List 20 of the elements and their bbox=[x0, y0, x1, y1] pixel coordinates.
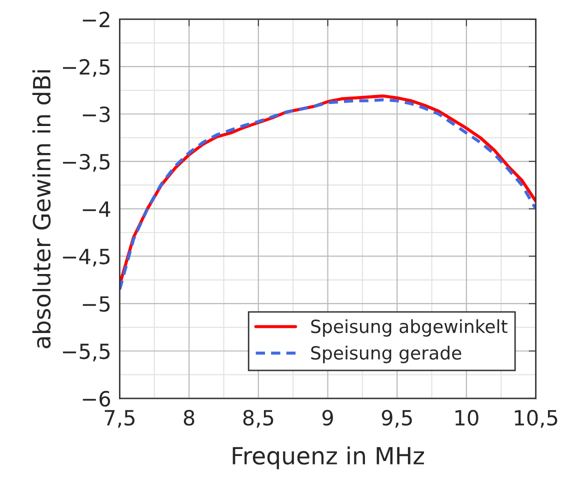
legend-label: Speisung abgewinkelt bbox=[311, 319, 508, 337]
y-tick-label: −2 bbox=[82, 12, 110, 28]
x-tick-label: 10,5 bbox=[514, 410, 558, 428]
y-tick-label: −4 bbox=[82, 202, 110, 217]
y-axis-title: absoluter Gewinn in dBi bbox=[32, 70, 51, 348]
x-tick-label: 8,5 bbox=[243, 410, 274, 428]
x-tick-label: 7,5 bbox=[104, 410, 134, 428]
x-tick-label: 10 bbox=[455, 410, 478, 426]
y-tick-label: −3,5 bbox=[62, 154, 110, 172]
y-tick-label: −6 bbox=[82, 390, 110, 407]
x-tick-label: 9,5 bbox=[382, 410, 412, 428]
y-tick-label: −5,5 bbox=[62, 344, 110, 362]
x-tick-label: 8 bbox=[184, 410, 194, 426]
y-tick-label: −3 bbox=[82, 106, 110, 122]
y-tick-label: −2,5 bbox=[62, 59, 110, 77]
y-tick-label: −5 bbox=[82, 296, 110, 312]
x-axis-title: Frequenz in MHz bbox=[232, 446, 424, 470]
legend-label: Speisung gerade bbox=[311, 346, 462, 364]
x-tick-label: 9 bbox=[322, 410, 333, 426]
y-tick-label: −4,5 bbox=[62, 248, 110, 267]
